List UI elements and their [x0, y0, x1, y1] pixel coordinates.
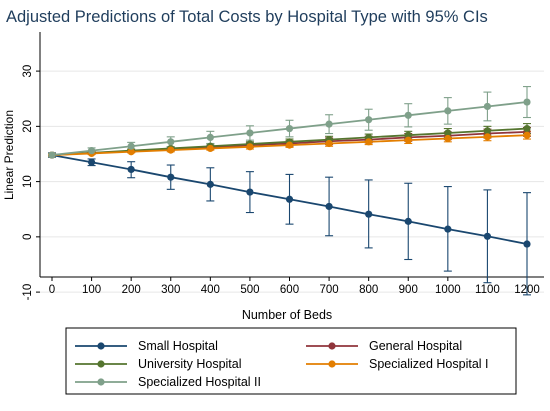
- legend-box: [65, 327, 517, 395]
- data-point: [325, 202, 333, 211]
- data-point: [444, 225, 452, 233]
- data-point: [167, 146, 175, 154]
- x-tick-label: 500: [240, 284, 259, 296]
- x-tick-label: 300: [161, 284, 180, 296]
- x-tick-label: 1000: [435, 284, 461, 296]
- data-point: [127, 142, 135, 150]
- y-tick-label: 10: [22, 175, 34, 188]
- y-tick-label: -10: [22, 284, 34, 301]
- data-point: [523, 131, 531, 139]
- data-point: [404, 136, 412, 144]
- data-point: [285, 124, 294, 133]
- legend-label: Small Hospital: [138, 339, 218, 353]
- data-point: [206, 144, 214, 153]
- x-tick-label: 700: [319, 284, 338, 296]
- data-point: [404, 217, 412, 225]
- data-point: [87, 147, 96, 155]
- data-point: [483, 133, 492, 141]
- data-point: [365, 138, 373, 146]
- chart-title: Adjusted Predictions of Total Costs by H…: [6, 8, 488, 26]
- legend-label: Specialized Hospital I: [369, 357, 489, 371]
- data-point: [206, 180, 214, 188]
- data-point: [365, 116, 373, 124]
- data-point: [404, 111, 412, 119]
- x-tick-label: 100: [82, 284, 101, 296]
- data-point: [206, 133, 214, 141]
- x-tick-label: 1100: [475, 284, 500, 296]
- data-point: [285, 141, 294, 149]
- data-point: [246, 188, 254, 196]
- data-point: [127, 165, 135, 174]
- data-point: [325, 139, 333, 148]
- y-axis-label: Linear Prediction: [2, 110, 16, 200]
- legend: Small Hospital General Hospital University…: [65, 327, 517, 395]
- data-point: [87, 158, 96, 166]
- data-point: [246, 143, 254, 151]
- x-tick-label: 900: [399, 284, 418, 296]
- data-point: [167, 138, 175, 146]
- data-point: [444, 134, 452, 143]
- data-point: [483, 232, 492, 240]
- data-point: [127, 148, 135, 156]
- data-point: [483, 127, 492, 135]
- x-axis-label: Number of Beds: [242, 308, 332, 322]
- x-tick-label: 200: [122, 284, 141, 296]
- plot-area: [40, 32, 544, 277]
- data-point: [444, 129, 452, 137]
- y-tick-label: 0: [22, 234, 34, 240]
- x-tick-label: 0: [49, 284, 55, 296]
- data-point: [325, 120, 333, 128]
- data-point: [523, 240, 531, 248]
- x-tick-label: 600: [280, 284, 299, 296]
- legend-swatch-marker: [97, 378, 105, 386]
- legend-label: Specialized Hospital II: [138, 375, 261, 389]
- legend-label: University Hospital: [138, 357, 242, 371]
- legend-swatch-marker: [97, 360, 105, 368]
- data-point: [523, 98, 531, 106]
- x-tick-label: 1200: [514, 284, 540, 296]
- x-tick-label: 800: [359, 284, 378, 296]
- legend-swatch-marker: [328, 360, 336, 368]
- data-point: [523, 124, 531, 133]
- data-point: [404, 131, 412, 139]
- data-point: [365, 210, 373, 218]
- data-point: [246, 129, 254, 137]
- data-point: [167, 173, 175, 181]
- x-tick-label: 400: [201, 284, 220, 296]
- data-point: [285, 195, 294, 203]
- y-tick-label: 20: [22, 120, 34, 133]
- data-point: [483, 102, 492, 111]
- legend-swatch-marker: [97, 342, 105, 350]
- y-tick-label: 30: [22, 65, 34, 78]
- data-point: [444, 107, 452, 115]
- legend-label: General Hospital: [369, 339, 462, 353]
- data-point: [48, 151, 56, 159]
- legend-swatch-marker: [328, 342, 336, 350]
